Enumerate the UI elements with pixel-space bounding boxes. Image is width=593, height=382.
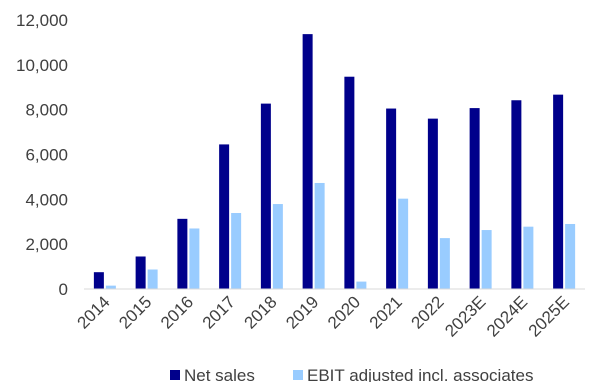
bar-ebit-2022 [439,238,450,289]
bar-ebit-2020 [356,281,367,289]
y-tick-label: 8,000 [25,101,68,120]
x-tick-label: 2018 [241,292,281,332]
x-tick-label: 2019 [282,292,322,332]
bar-net-sales-2022 [427,118,438,289]
y-tick-label: 4,000 [25,190,68,209]
bar-ebit-2025E [565,223,576,289]
legend-label-ebit: EBIT adjusted incl. associates [307,366,533,382]
legend-label-net-sales: Net sales [184,366,255,382]
bar-net-sales-2019 [302,34,313,290]
x-axis: 2014 2015 2016 2017 2018 2019 2020 2021 20222023… [74,288,585,341]
y-tick-label: 6,000 [25,146,68,165]
x-tick-label: 2016 [157,292,197,332]
bar-net-sales-2020 [344,76,355,289]
bars [93,34,576,290]
y-tick-label: 12,000 [16,11,68,30]
legend-swatch-ebit [293,370,303,380]
bar-net-sales-2014 [93,272,104,289]
y-axis: 0 2,000 4,000 6,000 8,000 10,000 12,000 [16,11,68,299]
bar-net-sales-2025E [553,94,564,290]
bar-net-sales-2021 [386,108,397,289]
x-tick-label: 2024E [483,292,531,340]
x-tick-label: 2020 [324,292,364,332]
legend: Net sales EBIT adjusted incl. associates [170,366,533,382]
x-tick-label: 2025E [525,292,573,340]
y-tick-label: 0 [59,280,68,299]
bar-ebit-2015 [147,269,158,289]
bar-ebit-2016 [189,228,200,289]
bar-ebit-2021 [398,198,409,289]
bar-net-sales-2018 [260,103,271,289]
bar-ebit-2014 [105,285,116,289]
x-tick-label: 2014 [74,292,114,332]
x-tick-label: 2021 [366,292,406,332]
bar-ebit-2023E [481,230,492,289]
bar-net-sales-2023E [469,108,480,289]
y-tick-label: 10,000 [16,56,68,75]
bar-ebit-2018 [272,204,283,289]
bar-net-sales-2024E [511,100,522,289]
bar-net-sales-2017 [219,144,230,289]
bar-net-sales-2015 [135,256,146,289]
x-tick-label: 2017 [199,292,239,332]
bar-ebit-2019 [314,182,325,289]
bar-ebit-2017 [231,213,242,289]
x-tick-label: 2015 [115,292,155,332]
bar-ebit-2024E [523,226,534,289]
y-tick-label: 2,000 [25,235,68,254]
bar-net-sales-2016 [177,218,188,289]
legend-swatch-net-sales [170,370,180,380]
x-tick-label: 2023E [441,292,489,340]
